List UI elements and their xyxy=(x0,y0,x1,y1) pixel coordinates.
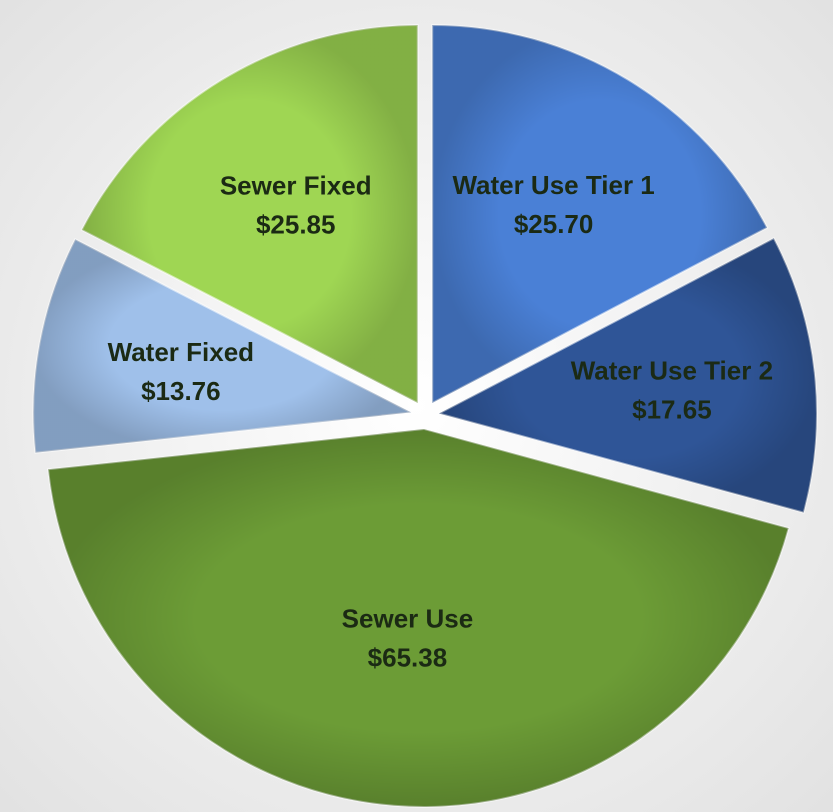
slice-name: Sewer Fixed xyxy=(220,170,372,200)
slice-value: $25.85 xyxy=(256,209,336,239)
slice-label: Sewer Use $65.38 xyxy=(342,603,474,672)
slice-label: Water Use Tier 1 $25.70 xyxy=(452,170,654,239)
slice-name: Sewer Use xyxy=(342,603,474,633)
slice-value: $25.70 xyxy=(514,209,594,239)
slice-label: Water Use Tier 2 $17.65 xyxy=(571,355,773,424)
slice-name: Water Use Tier 2 xyxy=(571,355,773,385)
slice-value: $65.38 xyxy=(368,642,448,672)
slice-name: Water Use Tier 1 xyxy=(452,170,654,200)
slice-name: Water Fixed xyxy=(108,337,254,367)
slice-label: Sewer Fixed $25.85 xyxy=(220,170,372,239)
slice-value: $13.76 xyxy=(141,376,221,406)
slice-value: $17.65 xyxy=(632,394,712,424)
